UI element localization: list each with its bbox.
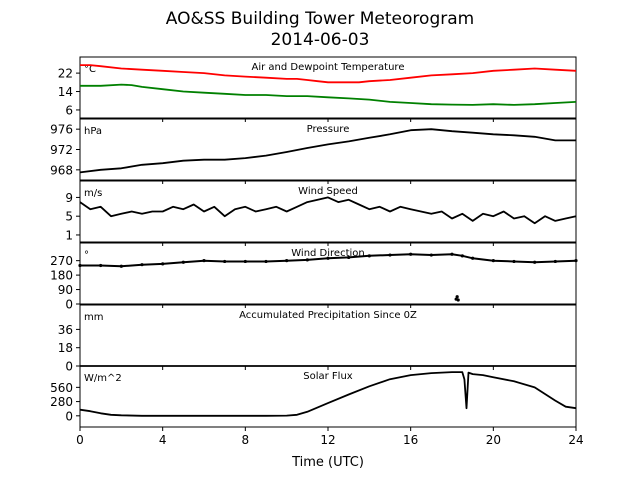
x-tick-label: 24 bbox=[568, 433, 583, 447]
x-tick-label: 12 bbox=[320, 433, 335, 447]
panel-title: Wind Speed bbox=[298, 186, 358, 197]
y-tick-label: 5 bbox=[65, 210, 73, 224]
y-tick-label: 0 bbox=[65, 409, 73, 423]
x-tick-label: 4 bbox=[159, 433, 167, 447]
figure-title-line1: AO&SS Building Tower Meteorogram bbox=[166, 9, 474, 29]
panel-title: Air and Dewpoint Temperature bbox=[252, 62, 405, 73]
y-tick-label: 9 bbox=[65, 191, 73, 205]
y-tick-label: 280 bbox=[50, 395, 73, 409]
y-tick-label: 972 bbox=[50, 143, 73, 157]
panel-title: Accumulated Precipitation Since 0Z bbox=[239, 310, 417, 321]
series-line bbox=[79, 128, 576, 174]
panel-title: Solar Flux bbox=[303, 371, 353, 382]
y-tick-label: 968 bbox=[50, 163, 73, 177]
y-tick-label: 560 bbox=[50, 381, 73, 395]
figure-title-line2: 2014-06-03 bbox=[271, 30, 370, 50]
y-tick-label: 90 bbox=[58, 283, 73, 297]
y-tick-label: 14 bbox=[58, 85, 73, 99]
y-tick-label: 18 bbox=[58, 341, 73, 355]
panel-unit-label: °C bbox=[84, 64, 96, 75]
series-line bbox=[79, 371, 577, 417]
data-point bbox=[455, 295, 459, 299]
y-tick-label: 180 bbox=[50, 269, 73, 283]
y-tick-label: 0 bbox=[65, 360, 73, 374]
y-tick-label: 0 bbox=[65, 298, 73, 312]
y-tick-label: 6 bbox=[65, 103, 73, 117]
x-axis-label: Time (UTC) bbox=[291, 455, 364, 470]
data-point bbox=[456, 298, 460, 302]
series-line bbox=[79, 196, 577, 225]
y-tick-label: 36 bbox=[58, 323, 73, 337]
series-line bbox=[80, 64, 577, 84]
x-tick-label: 20 bbox=[486, 433, 501, 447]
panel-unit-label: m/s bbox=[84, 188, 102, 199]
panel-unit-label: ° bbox=[84, 250, 89, 261]
panel-unit-label: W/m^2 bbox=[84, 373, 122, 384]
panel-title: Pressure bbox=[307, 124, 350, 135]
panel-unit-label: mm bbox=[84, 312, 103, 323]
x-tick-label: 16 bbox=[403, 433, 418, 447]
series-line bbox=[80, 253, 577, 268]
panel-title: Wind Direction bbox=[291, 248, 365, 259]
y-tick-label: 1 bbox=[65, 228, 73, 242]
y-tick-label: 22 bbox=[58, 67, 73, 81]
x-tick-label: 8 bbox=[242, 433, 250, 447]
series-line bbox=[80, 83, 577, 106]
x-tick-label: 0 bbox=[76, 433, 84, 447]
y-tick-label: 976 bbox=[50, 123, 73, 137]
y-tick-label: 270 bbox=[50, 254, 73, 268]
panel-unit-label: hPa bbox=[84, 126, 102, 137]
